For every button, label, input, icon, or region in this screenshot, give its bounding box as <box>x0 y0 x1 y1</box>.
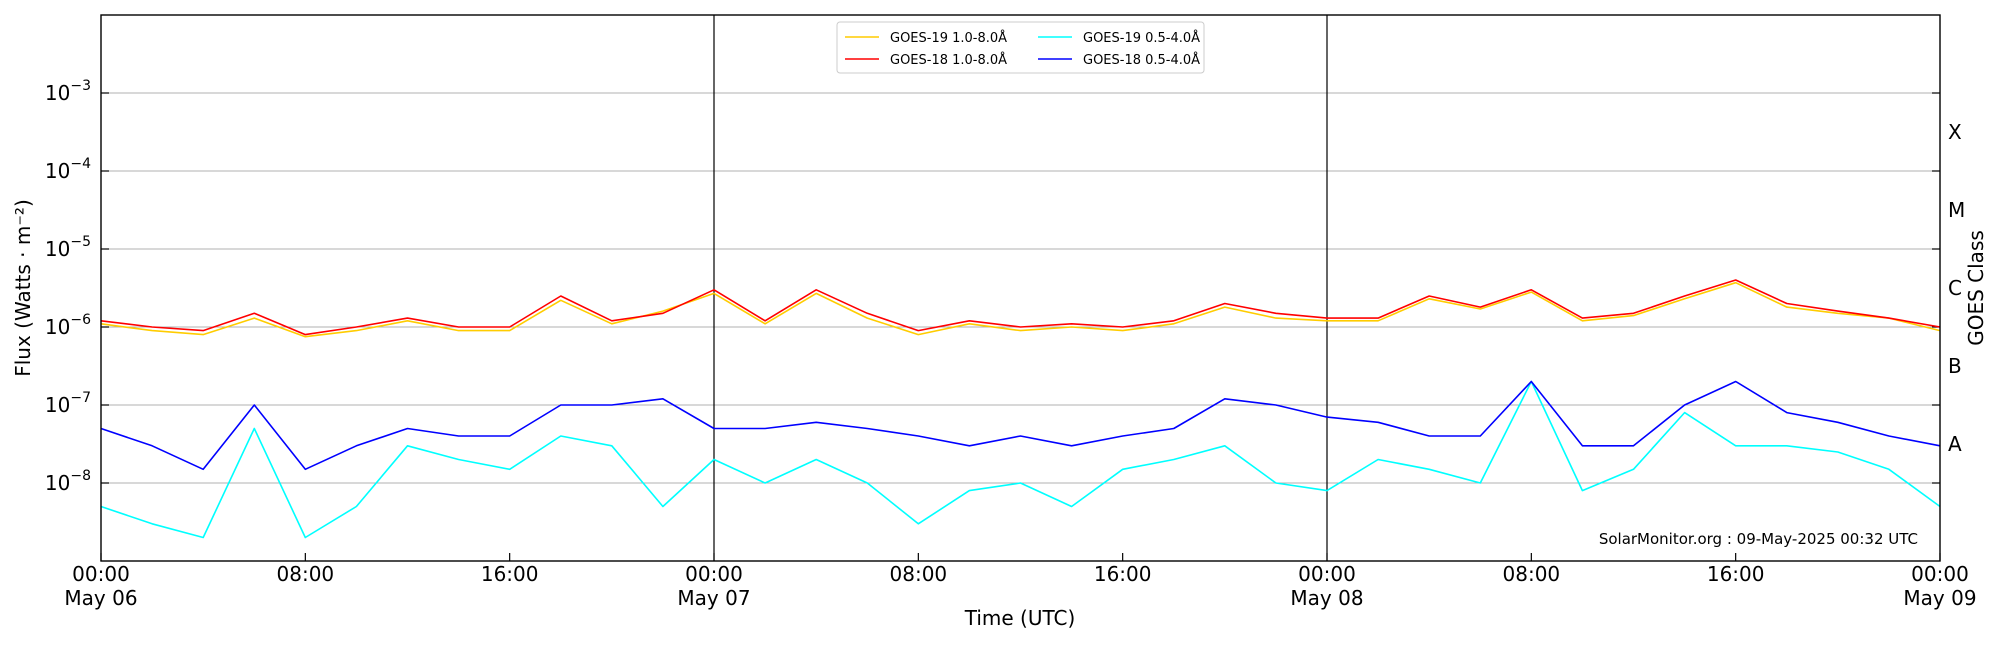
y-tick-exponent: −4 <box>70 156 91 172</box>
x-tick-date: May 08 <box>1290 586 1363 610</box>
annotation: SolarMonitor.org : 09-May-2025 00:32 UTC <box>1599 530 1918 548</box>
y-tick-base: 10 <box>45 81 70 105</box>
series-line <box>100 279 1941 336</box>
legend-label: GOES-18 1.0-8.0Å <box>890 52 1007 68</box>
y-axis-label: Flux (Watts · m⁻²) <box>11 199 35 377</box>
y2-tick-label: B <box>1948 354 1962 378</box>
y-tick-label: 10−4 <box>45 156 91 183</box>
y-tick-label: 10−6 <box>45 312 91 339</box>
y-tick-base: 10 <box>45 315 70 339</box>
series-line <box>100 380 1941 539</box>
y2-tick-label: A <box>1948 432 1962 456</box>
series-line <box>100 380 1941 471</box>
y2-tick-label: C <box>1948 276 1962 300</box>
x-tick-date: May 06 <box>64 586 137 610</box>
legend-label: GOES-19 1.0-8.0Å <box>890 30 1007 46</box>
x-tick-label: 00:00 <box>1911 562 1969 586</box>
legend-label: GOES-18 0.5-4.0Å <box>1083 52 1200 68</box>
x-tick-date: May 09 <box>1903 586 1976 610</box>
x-tick-label: 00:00 <box>685 562 743 586</box>
x-tick-label: 16:00 <box>1707 562 1765 586</box>
y2-axis-label: GOES Class <box>1964 230 1988 346</box>
x-tick-label: 16:00 <box>481 562 539 586</box>
plot-frame <box>100 14 1941 562</box>
y-tick-base: 10 <box>45 159 70 183</box>
x-tick-label: 08:00 <box>277 562 335 586</box>
x-tick-label: 00:00 <box>72 562 130 586</box>
series-line <box>100 281 1941 338</box>
y-tick-label: 10−5 <box>45 234 91 261</box>
y2-tick-label: M <box>1948 198 1965 222</box>
y-tick-base: 10 <box>45 471 70 495</box>
y-tick-label: 10−8 <box>45 468 91 495</box>
y-tick-exponent: −5 <box>70 234 91 250</box>
legend-label: GOES-19 0.5-4.0Å <box>1083 30 1200 46</box>
y-tick-exponent: −7 <box>70 390 91 406</box>
y-tick-exponent: −3 <box>70 78 91 94</box>
y-tick-base: 10 <box>45 393 70 417</box>
legend-box <box>836 21 1205 74</box>
y-tick-exponent: −6 <box>70 312 91 328</box>
y-tick-base: 10 <box>45 237 70 261</box>
x-tick-label: 16:00 <box>1094 562 1152 586</box>
y-tick-label: 10−7 <box>45 390 91 417</box>
x-tick-label: 08:00 <box>1503 562 1561 586</box>
y2-tick-label: X <box>1948 120 1962 144</box>
x-tick-label: 08:00 <box>890 562 948 586</box>
x-tick-date: May 07 <box>677 586 750 610</box>
y-tick-label: 10−3 <box>45 78 91 105</box>
x-axis-label: Time (UTC) <box>964 606 1076 630</box>
y-tick-exponent: −8 <box>70 468 91 484</box>
x-tick-label: 00:00 <box>1298 562 1356 586</box>
